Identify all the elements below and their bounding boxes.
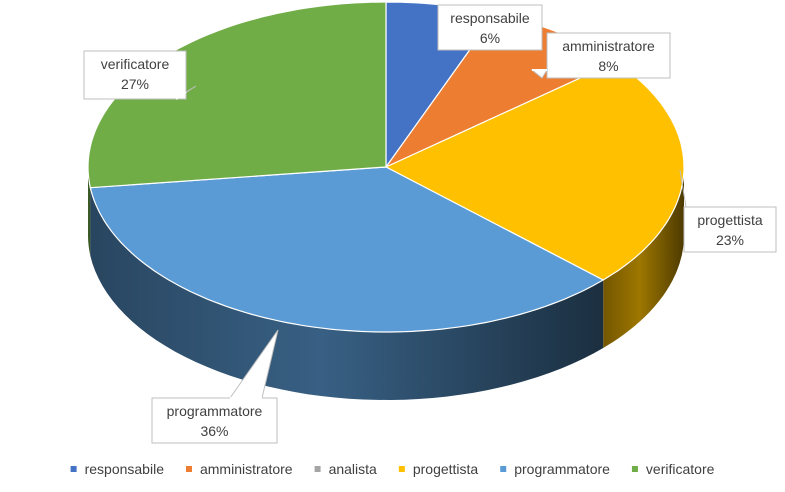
callout-category: programmatore xyxy=(167,403,263,419)
legend: responsabile amministratore analista proget… xyxy=(70,461,715,477)
legend-item-analista: analista xyxy=(314,461,377,477)
callout-category: responsabile xyxy=(450,10,530,26)
legend-swatch xyxy=(631,466,638,472)
data-label-callouts: responsabile 6% amministratore 8% progettist… xyxy=(83,4,777,444)
side-wall-verificatore xyxy=(88,167,91,256)
legend-item-progettista: progettista xyxy=(398,461,479,477)
legend-label: programmatore xyxy=(514,461,610,477)
callout-percent: 8% xyxy=(598,58,618,74)
legend-label: progettista xyxy=(413,461,479,477)
legend-label: analista xyxy=(329,461,377,477)
pie-tops xyxy=(87,1,685,333)
side-wall-programmatore xyxy=(90,187,604,400)
legend-swatch xyxy=(398,466,405,472)
slice-programmatore xyxy=(89,166,604,333)
callout-amministratore: amministratore 8% xyxy=(530,32,671,79)
legend-item-responsabile: responsabile xyxy=(70,461,165,477)
callout-programmatore: programmatore 36% xyxy=(151,329,279,444)
legend-item-amministratore: amministratore xyxy=(185,461,293,477)
callout-percent: 27% xyxy=(121,76,149,92)
legend-swatch xyxy=(70,466,77,472)
legend-item-programmatore: programmatore xyxy=(500,461,610,477)
callout-percent: 23% xyxy=(716,232,744,248)
side-wall-progettista xyxy=(603,167,684,348)
callout-category: verificatore xyxy=(101,56,170,72)
callout-responsabile: responsabile 6% xyxy=(437,4,543,51)
callout-category: progettista xyxy=(697,212,763,228)
legend-label: responsabile xyxy=(85,461,165,477)
legend-swatch xyxy=(185,466,192,472)
pie-sides xyxy=(88,167,684,400)
callout-category: amministratore xyxy=(562,38,655,54)
callout-progettista: progettista 23% xyxy=(679,169,777,253)
callout-verificatore: verificatore 27% xyxy=(83,50,197,100)
legend-swatch xyxy=(500,466,507,472)
callout-percent: 36% xyxy=(200,423,228,439)
legend-label: verificatore xyxy=(646,461,715,477)
legend-swatch xyxy=(314,466,321,472)
legend-label: amministratore xyxy=(200,461,293,477)
slice-progettista xyxy=(385,61,685,281)
callout-percent: 6% xyxy=(480,30,500,46)
legend-item-verificatore: verificatore xyxy=(631,461,715,477)
